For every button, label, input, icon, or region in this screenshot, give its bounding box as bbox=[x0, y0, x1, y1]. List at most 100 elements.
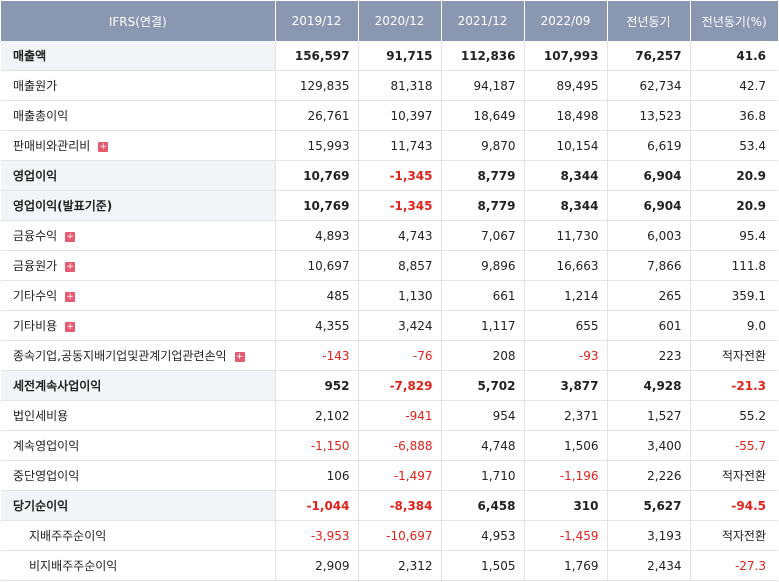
expand-plus-icon[interactable]: + bbox=[65, 291, 76, 302]
value-cell: 91,715 bbox=[357, 41, 441, 71]
value-cell: 9,896 bbox=[440, 250, 524, 281]
value-cell: 2,371 bbox=[523, 400, 607, 431]
value-cell: -21.3 bbox=[689, 370, 778, 401]
row-label: 중단영업이익 bbox=[13, 469, 80, 483]
table-row: 기타비용 +4,355 3,424 1,117 655 601 9.0 bbox=[1, 310, 778, 341]
value-cell: 106 bbox=[274, 460, 358, 491]
value-cell: 601 bbox=[606, 310, 690, 341]
value-cell: 8,344 bbox=[523, 160, 607, 191]
row-label: 금융수익 bbox=[13, 229, 58, 243]
value-cell: 2,102 bbox=[274, 400, 358, 431]
value-cell: 53.4 bbox=[689, 130, 778, 161]
value-cell: 2,909 bbox=[274, 550, 358, 581]
table-row: 지배주주순이익 -3,953 -10,697 4,953 -1,459 3,193 적자전환 bbox=[1, 520, 778, 551]
row-label-cell: 영업이익 bbox=[1, 160, 275, 191]
value-cell: 5,627 bbox=[606, 490, 690, 521]
table-row: 세전계속사업이익 952 -7,829 5,702 3,877 4,928 -21.3 bbox=[1, 370, 778, 401]
value-cell: 20.9 bbox=[689, 160, 778, 191]
header-ifrs: IFRS(연결) bbox=[1, 1, 275, 41]
row-label: 매출액 bbox=[13, 49, 47, 63]
value-cell: 62,734 bbox=[606, 70, 690, 101]
value-cell: 1,769 bbox=[523, 550, 607, 581]
row-label-cell: 계속영업이익 bbox=[1, 430, 275, 461]
row-label-cell: 중단영업이익 bbox=[1, 460, 275, 491]
value-cell: -94.5 bbox=[689, 490, 778, 521]
value-cell: 9.0 bbox=[689, 310, 778, 341]
value-cell: 5,702 bbox=[440, 370, 524, 401]
row-label: 법인세비용 bbox=[13, 409, 69, 423]
value-cell: 41.6 bbox=[689, 41, 778, 71]
header-2020: 2020/12 bbox=[357, 1, 441, 41]
expand-plus-icon[interactable]: + bbox=[234, 351, 245, 362]
value-cell: 8,344 bbox=[523, 190, 607, 221]
value-cell: 20.9 bbox=[689, 190, 778, 221]
table-row: 금융원가 +10,697 8,857 9,896 16,663 7,866 111.8 bbox=[1, 250, 778, 281]
value-cell: 661 bbox=[440, 280, 524, 311]
expand-plus-icon[interactable]: + bbox=[65, 321, 76, 332]
value-cell: 1,527 bbox=[606, 400, 690, 431]
row-label-cell: 기타비용 + bbox=[1, 310, 275, 341]
value-cell: -1,345 bbox=[357, 160, 441, 191]
row-label: 기타비용 bbox=[13, 319, 58, 333]
row-label-cell: 지배주주순이익 bbox=[1, 520, 275, 551]
value-cell: -1,150 bbox=[274, 430, 358, 461]
value-cell: 156,597 bbox=[274, 41, 358, 71]
table-row: 계속영업이익 -1,150 -6,888 4,748 1,506 3,400 -55.7 bbox=[1, 430, 778, 461]
value-cell: -7,829 bbox=[357, 370, 441, 401]
value-cell: 952 bbox=[274, 370, 358, 401]
value-cell: 18,649 bbox=[440, 100, 524, 131]
row-label: 영업이익(발표기준) bbox=[13, 199, 113, 213]
value-cell: 적자전환 bbox=[689, 520, 778, 551]
value-cell: -941 bbox=[357, 400, 441, 431]
expand-plus-icon[interactable]: + bbox=[98, 141, 109, 152]
value-cell: 94,187 bbox=[440, 70, 524, 101]
value-cell: -1,044 bbox=[274, 490, 358, 521]
value-cell: 7,866 bbox=[606, 250, 690, 281]
value-cell: 8,779 bbox=[440, 160, 524, 191]
value-cell: 3,400 bbox=[606, 430, 690, 461]
value-cell: 55.2 bbox=[689, 400, 778, 431]
value-cell: -6,888 bbox=[357, 430, 441, 461]
table-row: 금융수익 +4,893 4,743 7,067 11,730 6,003 95.4 bbox=[1, 220, 778, 251]
value-cell: 4,743 bbox=[357, 220, 441, 251]
value-cell: 16,663 bbox=[523, 250, 607, 281]
value-cell: 81,318 bbox=[357, 70, 441, 101]
row-label-cell: 당기순이익 bbox=[1, 490, 275, 521]
value-cell: 11,730 bbox=[523, 220, 607, 251]
value-cell: 485 bbox=[274, 280, 358, 311]
row-label: 종속기업,공동지배기업및관계기업관련손익 bbox=[13, 349, 227, 363]
value-cell: -3,953 bbox=[274, 520, 358, 551]
expand-plus-icon[interactable]: + bbox=[65, 261, 76, 272]
row-label: 매출총이익 bbox=[13, 109, 69, 123]
value-cell: 6,904 bbox=[606, 160, 690, 191]
table-row: 법인세비용 2,102 -941 954 2,371 1,527 55.2 bbox=[1, 400, 778, 431]
header-2022-09: 2022/09 bbox=[523, 1, 607, 41]
row-label: 금융원가 bbox=[13, 259, 58, 273]
value-cell: 1,214 bbox=[523, 280, 607, 311]
row-label-cell: 금융수익 + bbox=[1, 220, 275, 251]
expand-plus-icon[interactable]: + bbox=[65, 231, 76, 242]
value-cell: 76,257 bbox=[606, 41, 690, 71]
value-cell: 26,761 bbox=[274, 100, 358, 131]
row-label: 세전계속사업이익 bbox=[13, 379, 102, 393]
value-cell: 310 bbox=[523, 490, 607, 521]
table-row: 기타수익 +485 1,130 661 1,214 265 359.1 bbox=[1, 280, 778, 311]
row-label: 당기순이익 bbox=[13, 499, 69, 513]
value-cell: 2,434 bbox=[606, 550, 690, 581]
row-label: 계속영업이익 bbox=[13, 439, 80, 453]
table-row: 비지배주주순이익 2,909 2,312 1,505 1,769 2,434 -27.3 bbox=[1, 550, 778, 581]
value-cell: 15,993 bbox=[274, 130, 358, 161]
table-row: 종속기업,공동지배기업및관계기업관련손익 + -143 -76 208 -93 223 적자전… bbox=[1, 340, 778, 371]
value-cell: 265 bbox=[606, 280, 690, 311]
value-cell: 4,953 bbox=[440, 520, 524, 551]
value-cell: 3,877 bbox=[523, 370, 607, 401]
value-cell: -143 bbox=[274, 340, 358, 371]
row-label-cell: 비지배주주순이익 bbox=[1, 550, 275, 581]
value-cell: 10,697 bbox=[274, 250, 358, 281]
value-cell: 10,769 bbox=[274, 160, 358, 191]
row-label: 영업이익 bbox=[13, 169, 58, 183]
value-cell: -55.7 bbox=[689, 430, 778, 461]
row-label-cell: 영업이익(발표기준) bbox=[1, 190, 275, 221]
value-cell: 3,193 bbox=[606, 520, 690, 551]
value-cell: -1,345 bbox=[357, 190, 441, 221]
